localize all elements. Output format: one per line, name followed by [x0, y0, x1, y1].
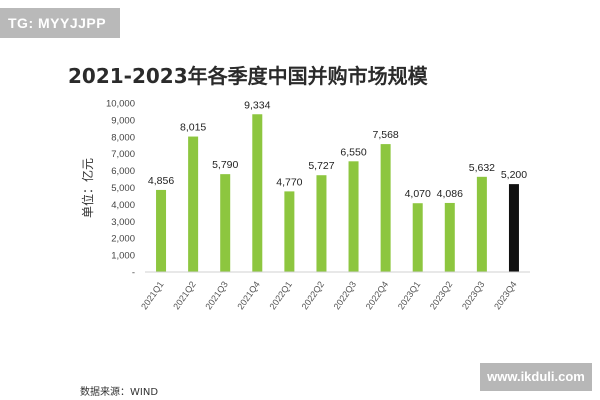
bar-2021Q2 [188, 136, 199, 272]
bar-2022Q3 [348, 161, 359, 272]
bar-2023Q2 [444, 202, 455, 272]
bar-2023Q4 [508, 184, 519, 272]
value-label-2021Q2: 8,015 [180, 122, 206, 134]
x-tick-label-2023Q4: 2023Q4 [492, 279, 519, 311]
bar-2022Q4 [380, 144, 391, 272]
x-tick-label-2021Q4: 2021Q4 [235, 279, 262, 311]
y-tick-label: 10,000 [106, 99, 135, 110]
bar-2021Q3 [220, 174, 231, 272]
chart-title: 2021-2023年各季度中国并购市场规模 [68, 64, 428, 88]
site-watermark: www.ikduli.com [480, 363, 592, 391]
x-tick-label-2022Q4: 2022Q4 [364, 279, 391, 311]
value-label-2021Q1: 4,856 [148, 175, 174, 187]
x-tick-label-2022Q2: 2022Q2 [300, 279, 327, 311]
bar-2021Q4 [252, 114, 263, 272]
value-label-2023Q4: 5,200 [501, 169, 527, 181]
y-tick-label: - [132, 268, 135, 279]
value-label-2022Q2: 5,727 [308, 160, 334, 172]
y-tick-label: 4,000 [111, 200, 135, 211]
value-label-2021Q4: 9,334 [244, 99, 270, 111]
y-tick-label: 7,000 [111, 149, 135, 160]
x-tick-label-2022Q3: 2022Q3 [332, 279, 359, 311]
x-tick-label-2021Q2: 2021Q2 [171, 279, 198, 311]
y-tick-label: 2,000 [111, 234, 135, 245]
x-tick-label-2022Q1: 2022Q1 [267, 279, 294, 311]
value-label-2022Q4: 7,568 [372, 129, 398, 141]
y-tick-label: 6,000 [111, 166, 135, 177]
bar-2022Q2 [316, 175, 327, 272]
y-tick-label: 5,000 [111, 183, 135, 194]
y-tick-label: 8,000 [111, 132, 135, 143]
value-label-2023Q1: 4,070 [405, 188, 431, 200]
bar-2023Q3 [476, 176, 487, 272]
x-tick-label-2023Q2: 2023Q2 [428, 279, 455, 311]
bar-2021Q1 [156, 189, 167, 272]
y-axis-label: 单位：亿元 [80, 158, 95, 218]
x-tick-label-2021Q1: 2021Q1 [139, 279, 166, 311]
x-tick-label-2023Q3: 2023Q3 [460, 279, 487, 311]
x-tick-label-2023Q1: 2023Q1 [396, 279, 423, 311]
bar-2022Q1 [284, 191, 295, 272]
y-tick-label: 1,000 [111, 251, 135, 262]
value-label-2023Q3: 5,632 [469, 162, 495, 174]
value-label-2021Q3: 5,790 [212, 159, 238, 171]
bar-2023Q1 [412, 203, 423, 272]
value-label-2023Q2: 4,086 [437, 188, 463, 200]
x-tick-label-2021Q3: 2021Q3 [203, 279, 230, 311]
y-tick-label: 9,000 [111, 115, 135, 126]
channel-badge: TG: MYYJJPP [0, 8, 120, 38]
value-label-2022Q3: 6,550 [340, 146, 366, 158]
value-label-2022Q1: 4,770 [276, 176, 302, 188]
data-source-note: 数据来源：WIND [80, 387, 159, 398]
y-tick-label: 3,000 [111, 217, 135, 228]
